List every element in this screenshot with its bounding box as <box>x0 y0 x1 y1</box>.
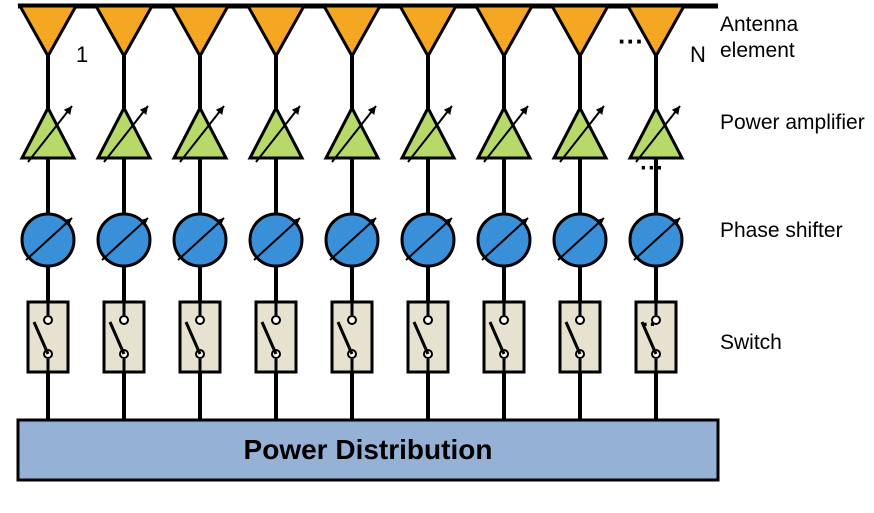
phased-array-diagram: Power Distribution1N········ <box>0 0 874 513</box>
antenna-element <box>20 6 76 56</box>
power-amplifier <box>250 108 302 158</box>
label-amplifier: Power amplifier <box>720 110 865 136</box>
ellipsis-icon: ··· <box>640 155 664 182</box>
ellipsis-icon: ·· <box>642 312 657 337</box>
power-amplifier <box>22 108 74 158</box>
power-amplifier <box>630 108 682 158</box>
power-distribution-label: Power Distribution <box>244 434 493 465</box>
antenna-element <box>476 6 532 56</box>
index-last: N <box>690 42 706 67</box>
label-switch: Switch <box>720 330 782 356</box>
antenna-element <box>248 6 304 56</box>
label-antenna: Antenna element <box>720 12 870 65</box>
power-amplifier <box>402 108 454 158</box>
antenna-element <box>96 6 152 56</box>
label-phase-shifter: Phase shifter <box>720 218 843 244</box>
antenna-element <box>324 6 380 56</box>
antenna-element <box>172 6 228 56</box>
antenna-element <box>400 6 456 56</box>
power-amplifier <box>98 108 150 158</box>
antenna-element <box>552 6 608 56</box>
ellipsis-icon: ··· <box>618 26 644 56</box>
power-amplifier <box>174 108 226 158</box>
power-amplifier <box>326 108 378 158</box>
power-amplifier <box>478 108 530 158</box>
index-first: 1 <box>76 42 88 67</box>
power-amplifier <box>554 108 606 158</box>
